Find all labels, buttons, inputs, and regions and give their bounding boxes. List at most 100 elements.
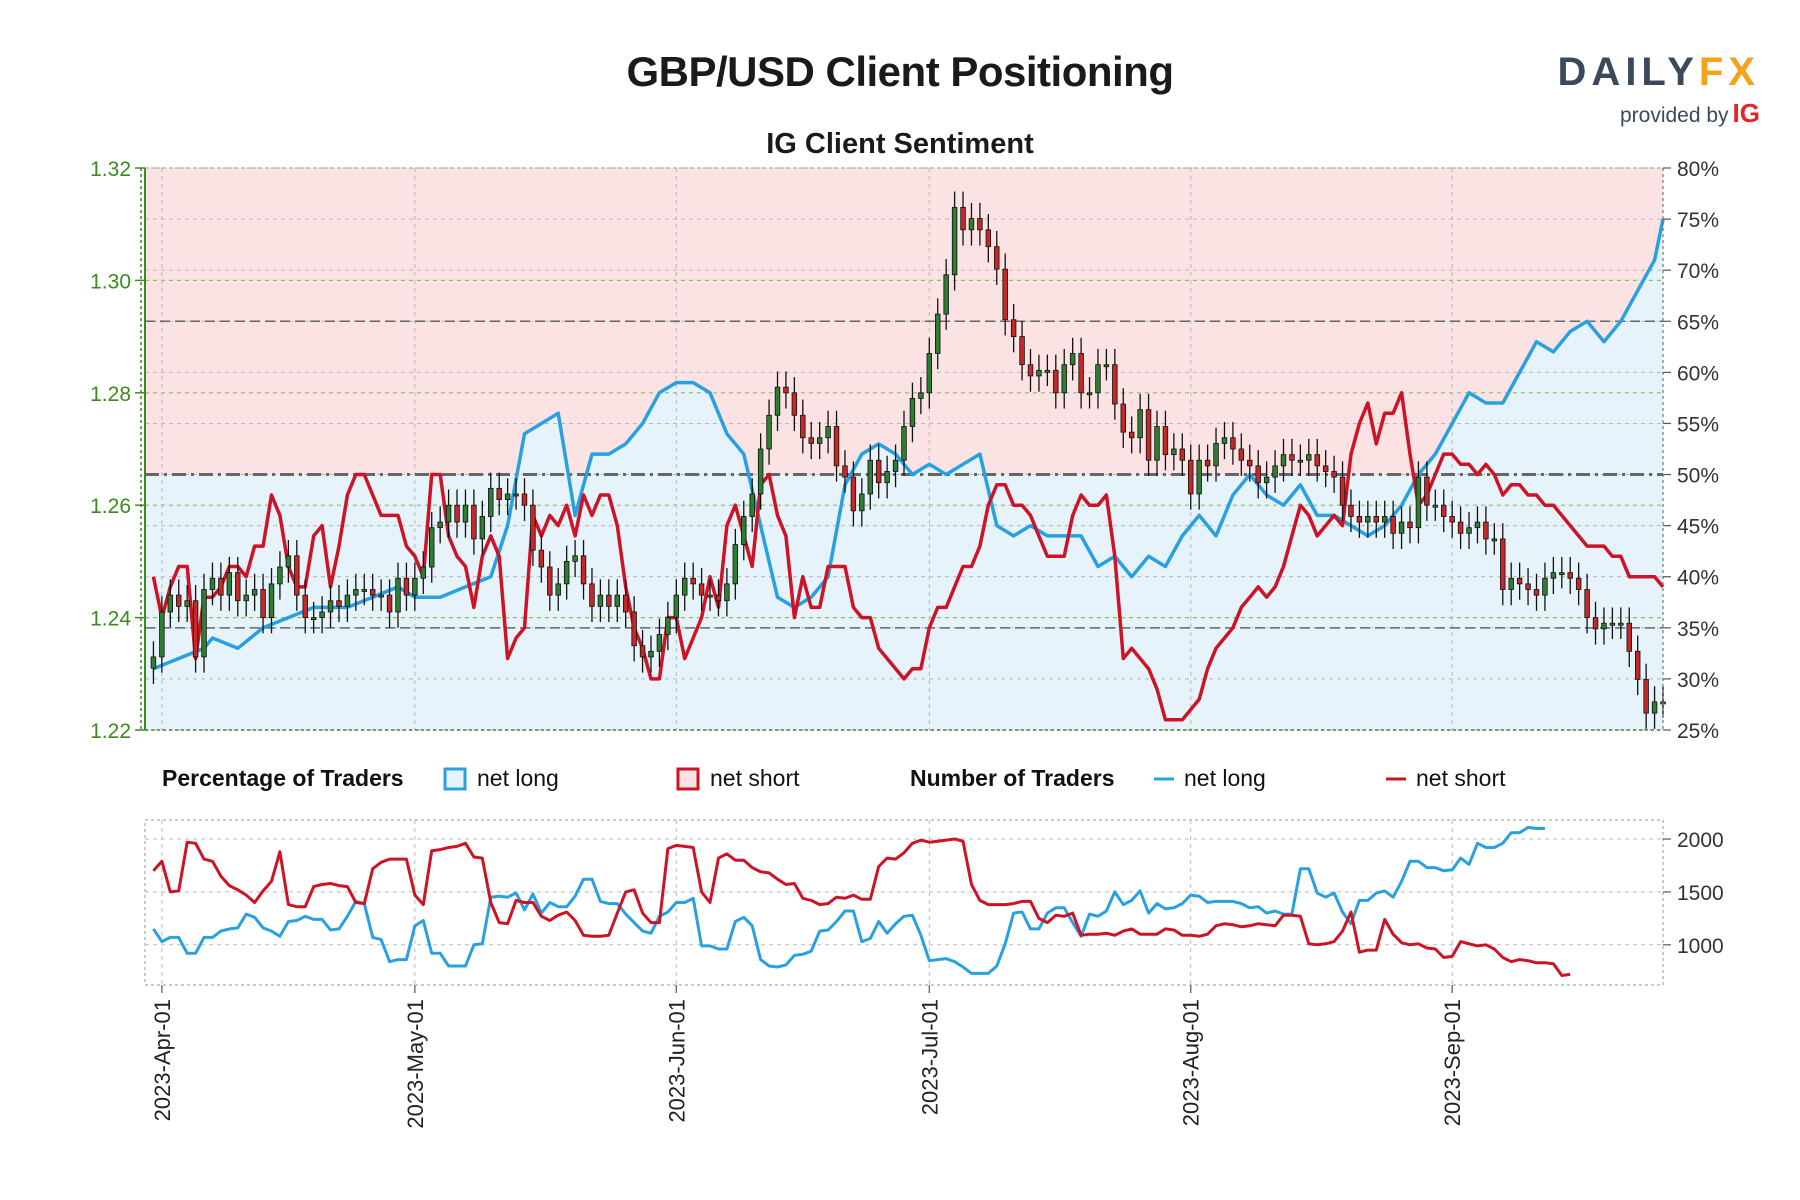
candle-body	[1449, 516, 1455, 523]
candle-body	[218, 577, 224, 596]
candle-body	[985, 229, 992, 248]
candle-body	[378, 594, 384, 598]
price-tick-label: 1.30	[90, 270, 131, 293]
legend-pct-long: net long	[477, 765, 559, 791]
pct-tick-label: 65%	[1677, 311, 1719, 334]
candle-body	[892, 459, 899, 472]
candle-body	[698, 583, 705, 596]
candle-body	[918, 392, 924, 399]
candle-body	[1441, 504, 1447, 517]
candle-body	[192, 600, 199, 658]
candle-body	[816, 437, 823, 444]
lower-frame	[144, 819, 1664, 986]
candle-body	[977, 218, 983, 231]
candle-body	[1069, 353, 1076, 366]
count-tick-label: 1000	[1677, 935, 1724, 958]
candle-body	[235, 572, 241, 602]
candle-body	[1516, 577, 1523, 585]
candle-body	[327, 600, 334, 613]
candle-body	[994, 246, 1000, 270]
pct-tick-label: 55%	[1677, 413, 1719, 436]
candle-body	[766, 414, 772, 450]
candle-body	[319, 611, 325, 618]
candle-body	[648, 650, 654, 658]
logo-ig: IG	[1732, 98, 1760, 128]
legend-num-long: net long	[1184, 765, 1266, 791]
pct-tick-label: 70%	[1677, 260, 1719, 283]
candle-body	[1112, 364, 1118, 405]
candle-body	[1643, 679, 1649, 714]
legend-pct-heading: Percentage of Traders	[162, 765, 404, 791]
candle-body	[1542, 577, 1548, 596]
candle-body	[1297, 459, 1304, 463]
candle-body	[1314, 454, 1320, 467]
candle-body	[682, 577, 688, 596]
candle-body	[665, 617, 671, 635]
price-tick-label: 1.32	[90, 158, 131, 181]
candle-body	[960, 206, 966, 231]
candle-body	[1592, 617, 1599, 630]
candle-body	[1483, 521, 1489, 540]
candle-body	[1061, 364, 1067, 394]
candle-body	[884, 471, 890, 484]
price-tick-label: 1.26	[90, 495, 131, 518]
net-long-count-line	[152, 825, 1545, 975]
candle-body	[842, 465, 848, 478]
pct-tick-label: 80%	[1677, 158, 1719, 181]
candle-body	[833, 426, 840, 467]
candle-body	[1221, 437, 1228, 444]
candle-body	[1424, 476, 1430, 506]
candle-body	[369, 589, 376, 596]
candle-body	[395, 577, 401, 613]
candle-body	[614, 594, 620, 607]
candle-body	[462, 504, 469, 523]
candle-body	[1010, 319, 1017, 337]
candle-body	[344, 594, 351, 607]
candle-body	[513, 493, 519, 497]
candle-body	[260, 589, 266, 619]
candle-body	[1036, 369, 1042, 377]
candle-body	[479, 516, 486, 540]
candle-body	[1525, 583, 1531, 590]
candle-body	[150, 656, 157, 669]
candle-body	[580, 555, 587, 585]
candle-body	[1398, 521, 1405, 534]
candle-body	[1263, 476, 1270, 484]
dailyfx-logo: DAILYFX provided by IG	[1530, 50, 1760, 128]
date-tick-label: 2023-Aug-01	[1179, 999, 1204, 1126]
pct-tick-label: 75%	[1677, 209, 1719, 232]
legend: Percentage of Traders net long net short…	[162, 765, 1506, 791]
candle-body	[859, 493, 865, 512]
price-tick-label: 1.24	[90, 608, 131, 631]
pct-tick-label: 25%	[1677, 720, 1719, 743]
candle-body	[951, 206, 958, 276]
candle-body	[1390, 516, 1396, 534]
candle-body	[1339, 476, 1346, 506]
candle-body	[176, 594, 182, 607]
candle-body	[1154, 426, 1160, 461]
date-tick-label: 2023-May-01	[403, 999, 428, 1129]
candle-body	[1575, 577, 1582, 590]
candle-body	[310, 617, 317, 620]
candle-body	[429, 527, 435, 568]
candle-body	[1381, 516, 1388, 523]
pct-tick-label: 40%	[1677, 567, 1719, 590]
candle-body	[184, 600, 190, 607]
candle-body	[875, 459, 882, 484]
candle-body	[724, 583, 730, 602]
candle-body	[1306, 454, 1312, 461]
candle-body	[1171, 448, 1177, 456]
candle-body	[1457, 521, 1464, 534]
candle-body	[1044, 369, 1051, 373]
candle-body	[1626, 622, 1632, 652]
candle-body	[572, 555, 578, 562]
candle-body	[538, 549, 545, 568]
candle-body	[521, 493, 528, 506]
date-tick-label: 2023-Sep-01	[1440, 999, 1465, 1126]
candle-body	[243, 594, 249, 602]
candle-body	[1466, 527, 1472, 534]
candle-body	[1137, 409, 1143, 439]
candle-body	[1196, 459, 1202, 495]
logo-daily: DAILY	[1557, 50, 1699, 94]
